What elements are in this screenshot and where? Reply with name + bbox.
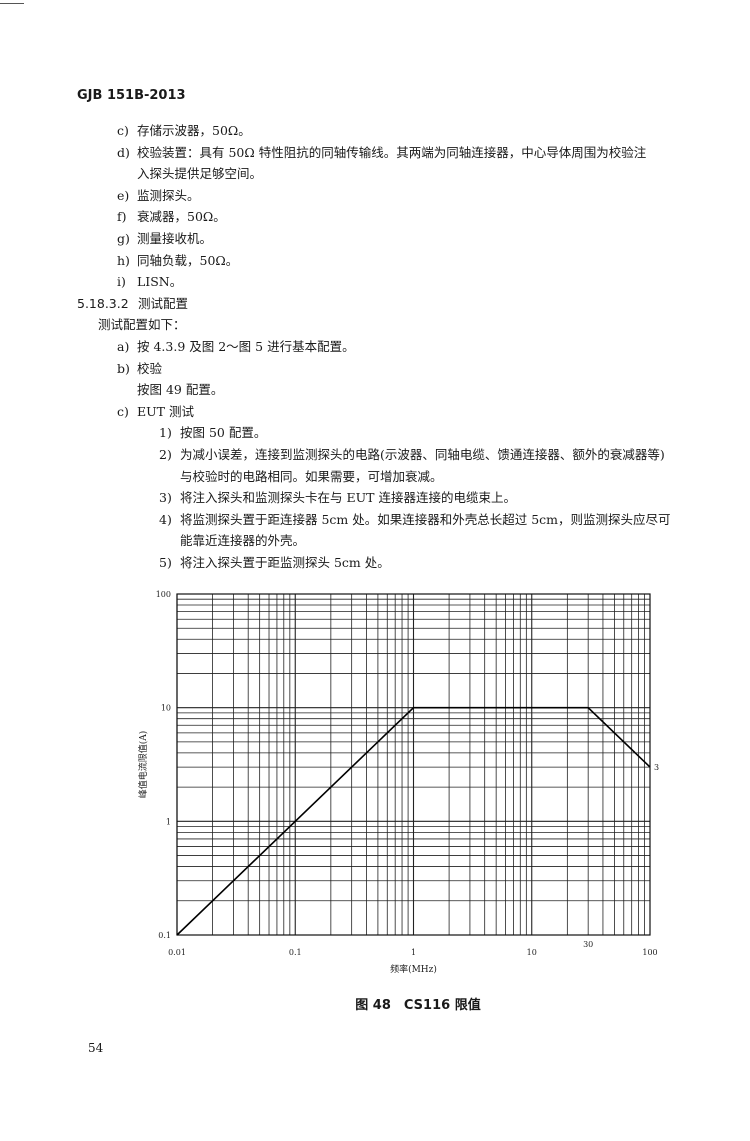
list-item-label: 4) bbox=[159, 511, 172, 527]
x-axis-label: 频率(MHz) bbox=[390, 963, 437, 975]
plot-frame bbox=[176, 593, 651, 936]
x-tick-label: 1 bbox=[411, 948, 416, 957]
list-item-text: 监测探头。 bbox=[137, 187, 200, 203]
top-edge-mark bbox=[0, 3, 24, 4]
x-tick-label: 10 bbox=[527, 948, 537, 957]
list-item-text: 校验 bbox=[137, 360, 163, 376]
list-item-label: e) bbox=[117, 187, 130, 203]
list-item-label: a) bbox=[117, 339, 130, 354]
list-item-label: f) bbox=[117, 209, 127, 225]
figure-caption: 图 48 CS116 限值 bbox=[355, 998, 481, 1013]
cs116-limit-chart: 0.01 0.1 1 10 100 0.1 1 10 100 30 3 频率(MHz) 峰值电流限值(A… bbox=[137, 590, 659, 975]
list-item-label: d) bbox=[117, 144, 130, 160]
y-axis-label: 峰值电流限值(A) bbox=[137, 731, 149, 799]
y-tick-label: 1 bbox=[166, 817, 171, 826]
list-item-text: 存储示波器，50Ω。 bbox=[137, 123, 251, 138]
x-tick-label: 0.1 bbox=[289, 948, 302, 957]
list-item-label: b) bbox=[117, 360, 130, 376]
y-tick-label: 0.1 bbox=[158, 931, 171, 940]
y-tick-label: 10 bbox=[161, 704, 171, 713]
list-item-text: EUT 测试 bbox=[137, 403, 194, 419]
annotation-30: 30 bbox=[583, 940, 593, 949]
x-tick-label: 0.01 bbox=[168, 948, 186, 957]
list-item-text: 衰减器，50Ω。 bbox=[137, 209, 226, 225]
list-item-text: 能靠近连接器的外壳。 bbox=[180, 533, 306, 549]
list-item-text: 按 4.3.9 及图 2～图 5 进行基本配置。 bbox=[137, 339, 355, 354]
list-item-label: 2) bbox=[159, 447, 172, 462]
section-number: 5.18.3.2 bbox=[77, 295, 129, 311]
list-item-text: 按图 49 配置。 bbox=[137, 382, 224, 398]
list-item-text: 与校验时的电路相同。如果需要，可增加衰减。 bbox=[180, 468, 443, 484]
x-tick-label: 100 bbox=[642, 948, 657, 957]
list-item-text: 将注入探头和监测探头卡在与 EUT 连接器连接的电缆束上。 bbox=[180, 490, 516, 506]
list-item-text: LISN。 bbox=[137, 274, 183, 290]
list-item-text: 入探头提供足够空间。 bbox=[137, 166, 263, 182]
list-item-text: 按图 50 配置。 bbox=[180, 425, 267, 441]
section-title: 测试配置 bbox=[138, 295, 189, 311]
list-item-label: 5) bbox=[159, 555, 172, 570]
list-item-label: 1) bbox=[159, 425, 172, 441]
list-item-label: g) bbox=[117, 231, 130, 246]
list-item-label: i) bbox=[117, 274, 126, 290]
list-item-text: 将监测探头置于距连接器 5cm 处。如果连接器和外壳总长超过 5cm，则监测探头… bbox=[180, 511, 671, 527]
document-id: GJB 151B-2013 bbox=[77, 88, 186, 103]
list-item-label: 3) bbox=[159, 490, 172, 506]
annotation-3: 3 bbox=[654, 763, 659, 772]
limit-line bbox=[176, 706, 651, 936]
list-item-text: 校验装置：具有 50Ω 特性阻抗的同轴传输线。其两端为同轴连接器，中心导体周围为… bbox=[137, 144, 647, 160]
y-tick-label: 100 bbox=[156, 590, 171, 599]
list-item-label: h) bbox=[117, 252, 130, 268]
list-item-text: 同轴负载，50Ω。 bbox=[137, 252, 239, 268]
list-item-text: 测量接收机。 bbox=[137, 231, 213, 246]
page-number: 54 bbox=[88, 1041, 104, 1055]
section-intro: 测试配置如下： bbox=[98, 317, 186, 333]
list-item-text: 为减小误差，连接到监测探头的电路(示波器、同轴电缆、馈通连接器、额外的衰减器等) bbox=[180, 447, 665, 462]
list-item-label: c) bbox=[117, 123, 129, 138]
list-item-text: 将注入探头置于距监测探头 5cm 处。 bbox=[180, 555, 390, 570]
list-item-label: c) bbox=[117, 403, 129, 419]
